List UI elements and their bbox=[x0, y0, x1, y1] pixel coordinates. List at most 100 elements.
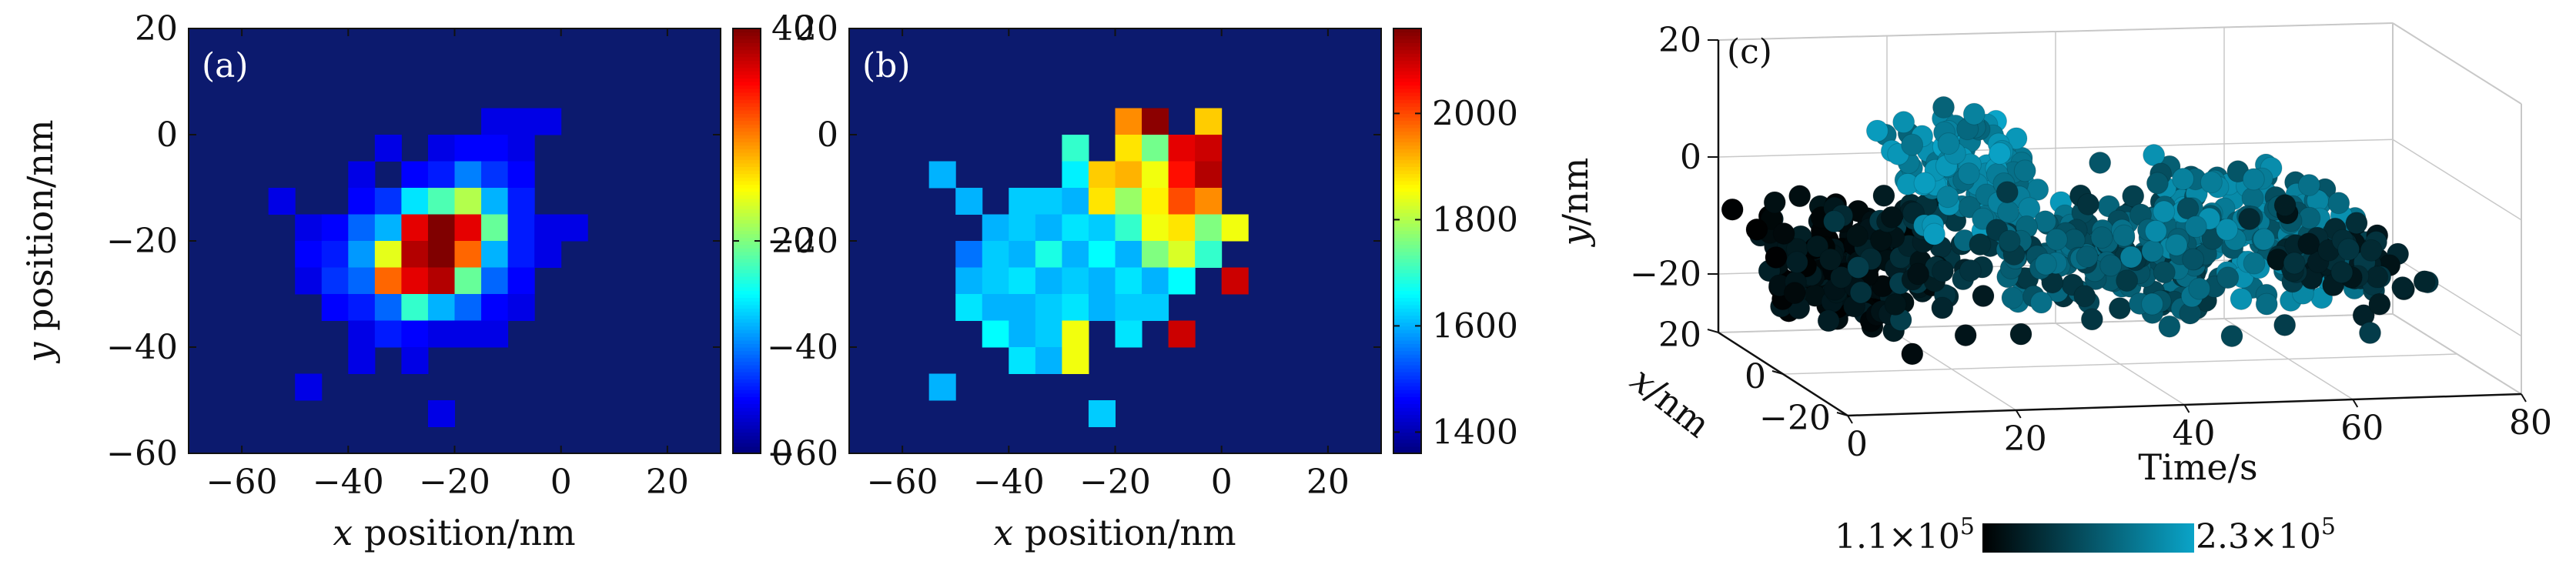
x-tick-label: −20 bbox=[419, 463, 490, 502]
scatter-point bbox=[2029, 291, 2052, 314]
heatmap-cell bbox=[427, 188, 455, 215]
scatter-point bbox=[1772, 222, 1795, 245]
colorbar-segment bbox=[733, 449, 761, 454]
scatter-point bbox=[2242, 168, 2265, 191]
scatter-point bbox=[2182, 248, 2205, 271]
colorbar-segment bbox=[1393, 226, 1421, 231]
colorbar-segment bbox=[733, 82, 761, 86]
colorbar-segment bbox=[733, 149, 761, 153]
colorbar-segment bbox=[733, 436, 761, 440]
colorbar-segment bbox=[733, 407, 761, 412]
y-tick-label: 20 bbox=[1658, 21, 1701, 60]
heatmap-cell bbox=[507, 294, 535, 321]
colorbar-segment bbox=[733, 180, 761, 185]
time-tick-mark bbox=[2183, 404, 2190, 413]
colorbar-segment bbox=[1393, 159, 1421, 164]
heatmap-cell bbox=[955, 267, 983, 295]
scatter-point bbox=[2273, 194, 2297, 217]
heatmap-cell bbox=[401, 347, 429, 374]
colorbar-segment bbox=[1393, 255, 1421, 259]
time-tick-mark bbox=[2352, 399, 2359, 408]
colorbar-segment bbox=[1393, 436, 1421, 440]
colorbar-segment bbox=[733, 379, 761, 383]
heatmap-cell bbox=[427, 267, 455, 295]
colorbar-segment bbox=[733, 428, 761, 433]
colorbar-segment bbox=[733, 209, 761, 213]
colorbar-segment bbox=[733, 198, 761, 202]
colorbar-segment bbox=[733, 354, 761, 359]
colorbar-tick-label: 1800 bbox=[1432, 200, 1518, 239]
colorbar-segment bbox=[733, 56, 761, 61]
panel-a: (a) −60 −40 −20 0 20 −60 −40 −20 0 20 x position… bbox=[19, 9, 815, 553]
colorbar-segment bbox=[1393, 113, 1421, 118]
colorbar-segment bbox=[1393, 301, 1421, 306]
colorbar-segment bbox=[733, 332, 761, 337]
colorbar-segment bbox=[733, 173, 761, 178]
heatmap-cell bbox=[1142, 161, 1169, 189]
heatmap-cell bbox=[982, 241, 1009, 268]
scatter-point bbox=[1849, 281, 1872, 304]
time-tick-mark bbox=[2521, 393, 2527, 403]
heatmap-cell bbox=[481, 188, 509, 215]
scatter-point bbox=[1830, 266, 1853, 289]
y-tick-label: −40 bbox=[767, 328, 838, 367]
colorbar-segment bbox=[733, 159, 761, 164]
colorbar-segment bbox=[733, 272, 761, 277]
heatmap-cell bbox=[321, 214, 349, 242]
colorbar-segment bbox=[733, 219, 761, 224]
scatter-point bbox=[2119, 246, 2143, 269]
colorbar-segment bbox=[1393, 152, 1421, 157]
heatmap-cell bbox=[1062, 214, 1089, 242]
heatmap-cell bbox=[374, 188, 402, 215]
colorbar-segment bbox=[1393, 262, 1421, 266]
colorbar-segment bbox=[1393, 410, 1421, 415]
x-tick-label: 0 bbox=[1745, 357, 1766, 396]
colorbar-segment bbox=[1393, 188, 1421, 192]
heatmap-cell bbox=[1115, 267, 1142, 295]
colorbar-segment bbox=[1393, 162, 1421, 167]
colorbar-segment bbox=[1393, 205, 1421, 210]
y-tick-label: −20 bbox=[767, 222, 838, 261]
colorbar-segment bbox=[733, 418, 761, 423]
time-tick-label: 40 bbox=[2173, 414, 2216, 453]
scatter-point bbox=[1907, 262, 1930, 286]
scatter-point bbox=[1937, 132, 1960, 155]
scatter-point bbox=[1785, 251, 1808, 274]
x-tick-mark bbox=[1836, 412, 1848, 416]
scatter-point bbox=[2358, 322, 2381, 345]
scatter-point bbox=[2273, 313, 2297, 336]
panel-a-heatmap-cells bbox=[268, 108, 588, 427]
scatter-point bbox=[1817, 309, 1840, 332]
colorbar-segment bbox=[1393, 368, 1421, 373]
scatter-point bbox=[2034, 210, 2057, 233]
colorbar-segment bbox=[733, 92, 761, 96]
colorbar-segment bbox=[1393, 449, 1421, 454]
scatter-point bbox=[1788, 185, 1812, 208]
scatter-point bbox=[2330, 261, 2354, 284]
colorbar-segment bbox=[1393, 155, 1421, 160]
colorbar-segment bbox=[733, 308, 761, 312]
colorbar-segment bbox=[1393, 92, 1421, 96]
heatmap-cell bbox=[982, 214, 1009, 242]
time-tick-label: 80 bbox=[2509, 403, 2552, 443]
heatmap-cell bbox=[534, 241, 562, 268]
heatmap-cell bbox=[955, 294, 983, 321]
scatter-point bbox=[2108, 297, 2131, 320]
heatmap-cell bbox=[401, 294, 429, 321]
heatmap-cell bbox=[481, 161, 509, 189]
heatmap-cell bbox=[1142, 241, 1169, 268]
colorbar-tick-label: 1600 bbox=[1432, 306, 1518, 346]
colorbar-segment bbox=[1393, 400, 1421, 405]
heatmap-cell bbox=[1195, 214, 1223, 242]
colorbar-segment bbox=[1393, 421, 1421, 426]
colorbar-segment bbox=[1393, 195, 1421, 199]
colorbar-segment bbox=[733, 301, 761, 306]
colorbar-segment bbox=[733, 32, 761, 36]
colorbar-segment bbox=[1393, 191, 1421, 195]
colorbar-segment bbox=[1393, 259, 1421, 263]
colorbar-segment bbox=[1393, 173, 1421, 178]
scatter-point bbox=[1865, 119, 1889, 142]
scatter-point bbox=[2099, 254, 2123, 277]
